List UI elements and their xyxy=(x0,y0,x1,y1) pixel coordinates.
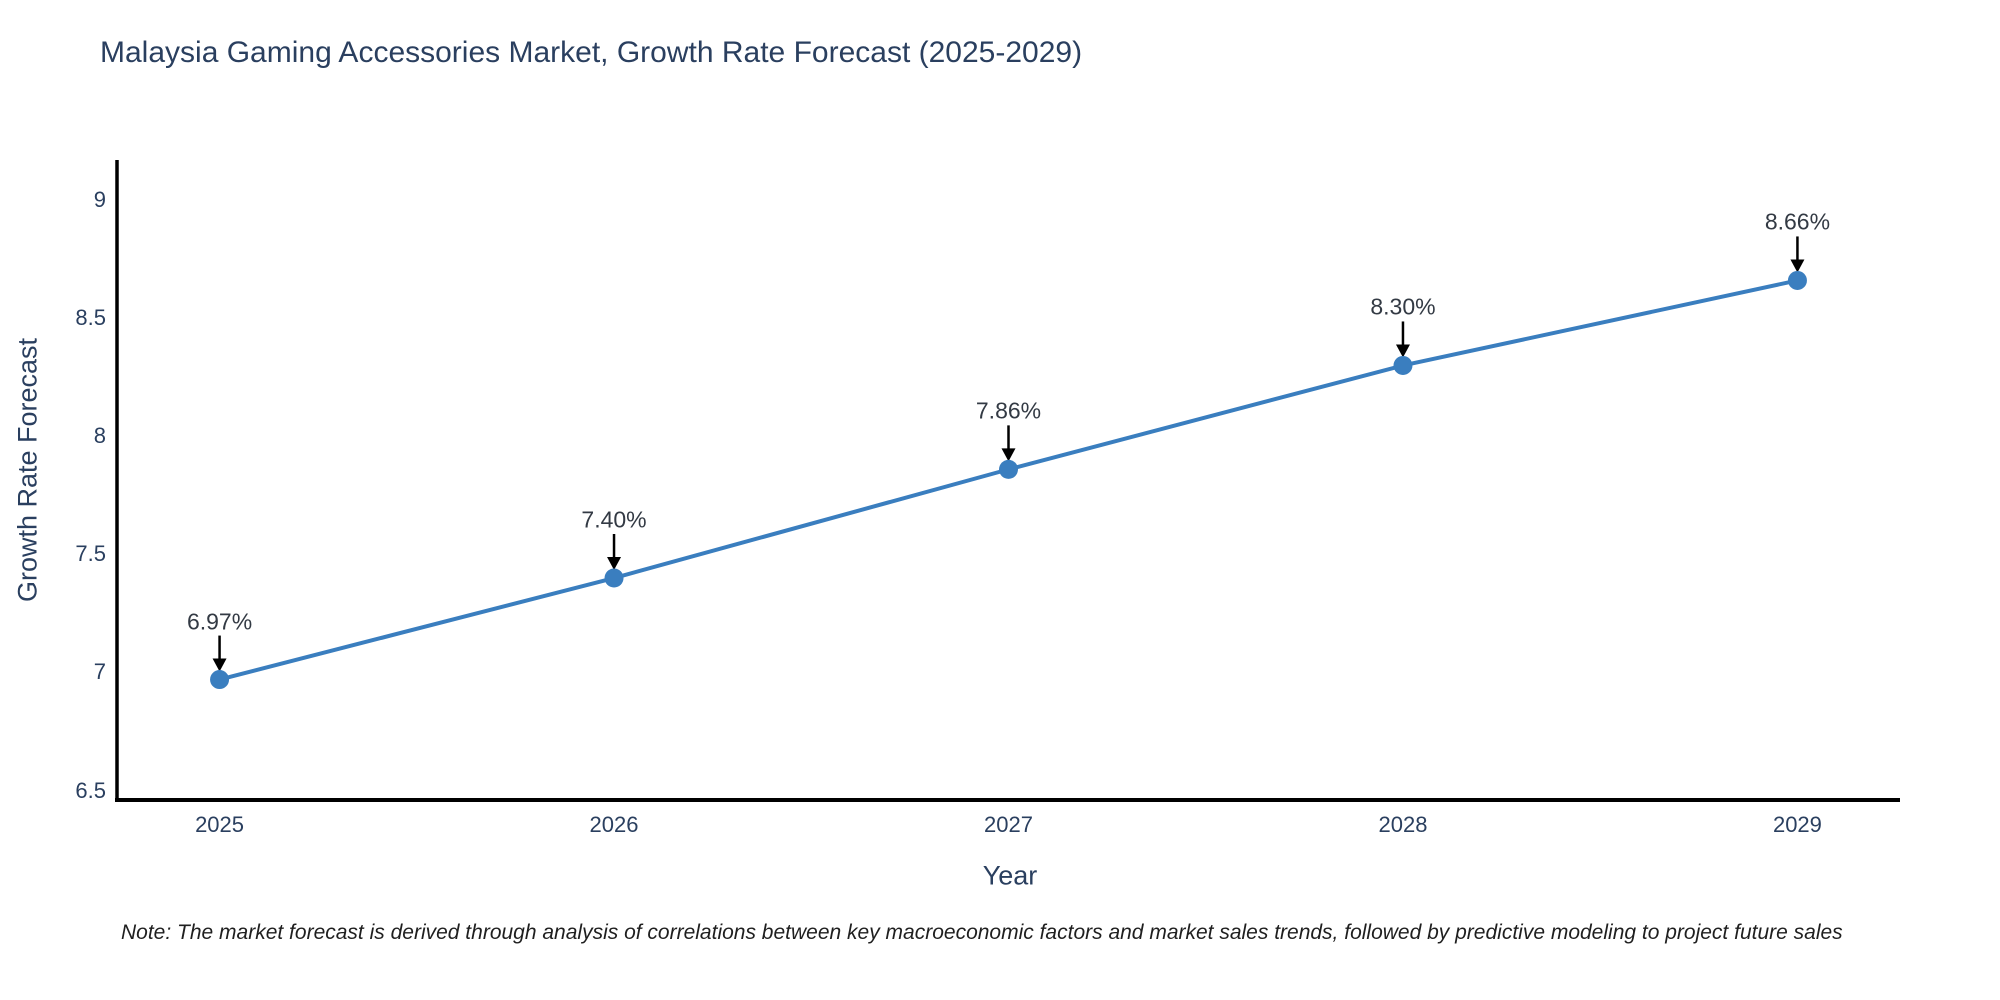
x-tick-label: 2027 xyxy=(984,812,1033,837)
data-point-2026[interactable] xyxy=(604,568,624,588)
y-tick-label: 8.5 xyxy=(75,305,106,331)
y-tick-label: 7 xyxy=(93,659,106,685)
chart-title: Malaysia Gaming Accessories Market, Grow… xyxy=(100,36,1083,69)
y-tick-label: 8 xyxy=(93,423,106,449)
x-axis-title: Year xyxy=(982,860,1038,891)
trend-line xyxy=(217,278,1800,682)
annotation-arrow-head xyxy=(212,658,227,672)
annotation-arrow-head xyxy=(607,557,622,571)
x-tick-label: 2028 xyxy=(1378,812,1428,837)
x-tick-label: 2029 xyxy=(1772,812,1822,837)
y-tick-label: 9 xyxy=(93,187,106,213)
annotation-arrow-head xyxy=(1790,259,1805,273)
y-tick-label: 6.5 xyxy=(75,777,106,803)
data-point-2025[interactable] xyxy=(210,670,230,690)
data-point-label: 6.97% xyxy=(186,608,253,635)
data-point-2027[interactable] xyxy=(999,459,1018,479)
data-point-label: 7.40% xyxy=(581,506,647,533)
data-point-label: 8.30% xyxy=(1370,293,1436,320)
x-tick-label: 2025 xyxy=(195,812,245,837)
data-point-label: 7.86% xyxy=(975,397,1042,424)
data-point-2029[interactable] xyxy=(1787,270,1807,290)
footnote: Note: The market forecast is derived thr… xyxy=(121,921,1843,944)
data-point-label: 8.66% xyxy=(1764,208,1831,235)
y-tick-label: 7.5 xyxy=(75,541,106,567)
annotation-arrow-head xyxy=(1395,344,1410,358)
x-tick-label: 2026 xyxy=(589,812,639,837)
data-point-2028[interactable] xyxy=(1393,355,1413,375)
annotation-arrow-head xyxy=(1001,448,1016,462)
